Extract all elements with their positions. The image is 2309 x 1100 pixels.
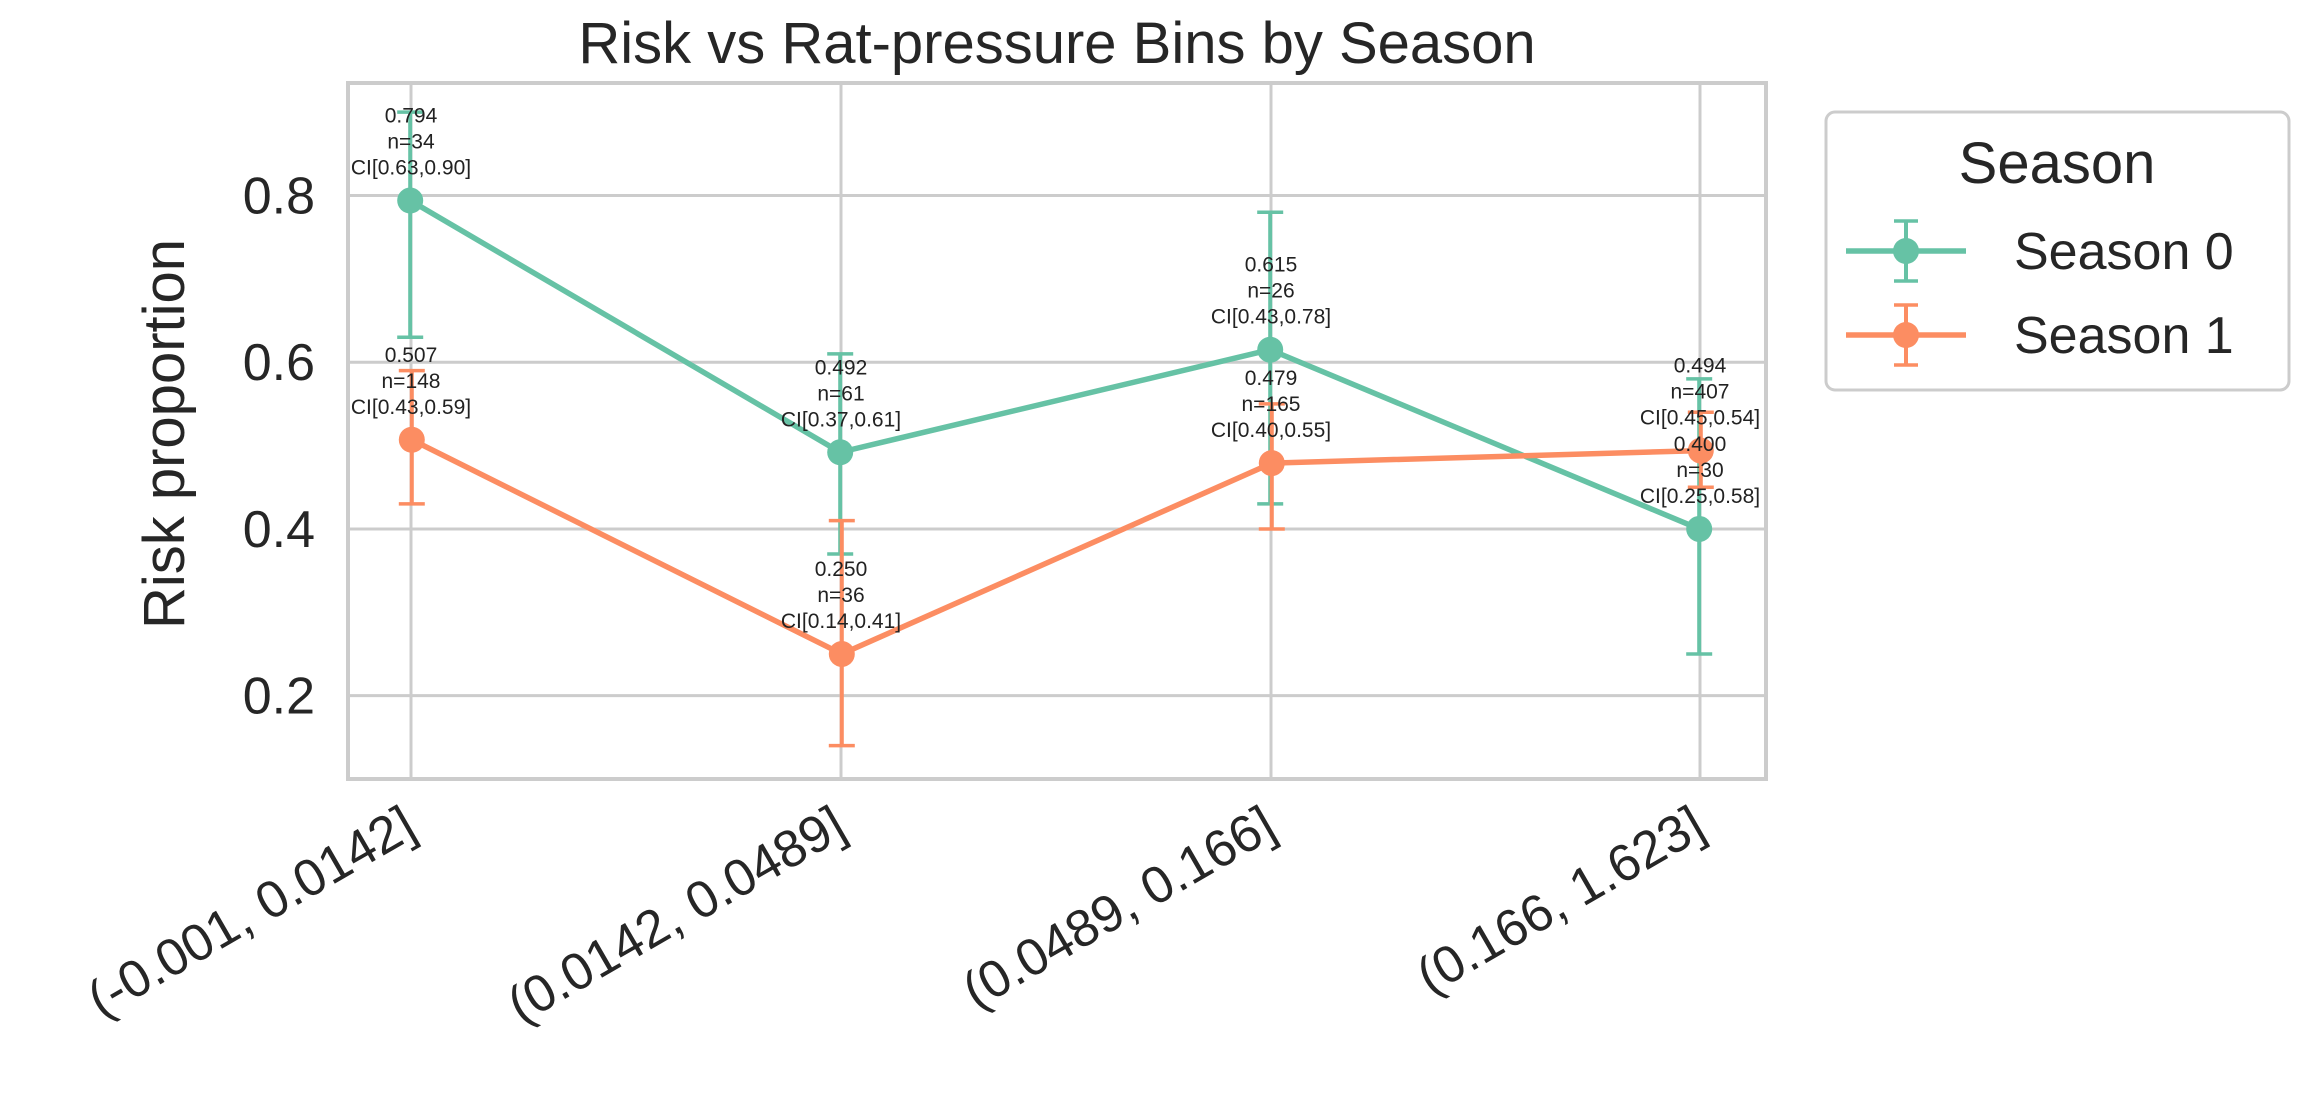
data-label: n=148 (382, 370, 441, 393)
data-annotations: 0.794 n=34 CI[0.63,0.90] 0.492 n=61 CI[0.37,0… (351, 105, 1760, 633)
data-label: n=165 (1242, 393, 1301, 416)
legend-label: Season 1 (2014, 307, 2234, 365)
x-tick-label: (0.0489, 0.166] (953, 795, 1285, 1020)
data-point (1686, 515, 1713, 542)
data-label: n=34 (387, 131, 435, 154)
data-label: CI[0.14,0.41] (781, 610, 901, 633)
legend-title: Season (1959, 131, 2156, 196)
data-point (398, 426, 425, 453)
data-point (828, 640, 855, 667)
y-tick-label: 0.2 (243, 668, 315, 726)
data-label: CI[0.43,0.59] (351, 396, 471, 419)
series-line (410, 437, 1701, 657)
x-axis-ticks: (-0.001, 0.0142] (0.0142, 0.0489] (0.0489,… (78, 795, 1714, 1035)
data-point (1258, 450, 1285, 477)
y-tick-label: 0.6 (243, 334, 315, 392)
data-label: CI[0.63,0.90] (351, 157, 471, 180)
data-label: n=36 (817, 584, 864, 607)
data-label: n=61 (817, 382, 864, 405)
data-label: 0.507 (385, 344, 438, 367)
data-label: 0.494 (1674, 355, 1727, 378)
legend-marker (1893, 322, 1919, 348)
series-0 (397, 110, 1713, 656)
data-label: n=407 (1671, 381, 1730, 404)
legend-frame (1824, 110, 2291, 392)
plot-frame (346, 81, 1768, 781)
data-label: CI[0.45,0.54] (1640, 407, 1760, 430)
data-label: CI[0.37,0.61] (781, 408, 901, 431)
series-1 (398, 368, 1714, 748)
data-point (1257, 336, 1284, 363)
data-label: 0.492 (815, 356, 868, 379)
x-tick-label: (0.0142, 0.0489] (498, 795, 855, 1035)
data-label: 0.250 (815, 558, 868, 581)
data-label: CI[0.43,0.78] (1211, 306, 1331, 329)
data-point (397, 187, 424, 214)
data-label: 0.479 (1245, 367, 1298, 390)
x-tick-label: (-0.001, 0.0142] (78, 795, 425, 1029)
data-label: 0.400 (1674, 433, 1727, 456)
legend-item[interactable]: Season 1 (1846, 303, 2234, 367)
legend-marker (1893, 238, 1919, 264)
data-label: n=26 (1247, 280, 1294, 303)
chart-title: Risk vs Rat-pressure Bins by Season (578, 11, 1535, 76)
x-tick-label: (0.166, 1.623] (1407, 795, 1714, 1006)
data-point (1687, 437, 1714, 464)
legend[interactable]: Season Season 0 Season 1 (1824, 110, 2291, 392)
y-tick-label: 0.8 (243, 168, 315, 226)
gridlines (348, 83, 1766, 779)
data-label: 0.794 (385, 105, 438, 128)
data-point (827, 439, 854, 466)
series-layer (397, 110, 1714, 748)
y-axis-label: Risk proportion (132, 239, 197, 629)
series-line (408, 198, 1701, 532)
legend-item[interactable]: Season 0 (1846, 219, 2234, 283)
data-label: CI[0.25,0.58] (1640, 485, 1760, 508)
data-label: n=30 (1676, 459, 1723, 482)
data-label: 0.615 (1245, 254, 1298, 277)
y-axis-ticks: 0.2 0.4 0.6 0.8 (243, 168, 315, 726)
data-label: CI[0.40,0.55] (1211, 419, 1331, 442)
legend-label: Season 0 (2014, 223, 2234, 281)
y-tick-label: 0.4 (243, 501, 315, 559)
